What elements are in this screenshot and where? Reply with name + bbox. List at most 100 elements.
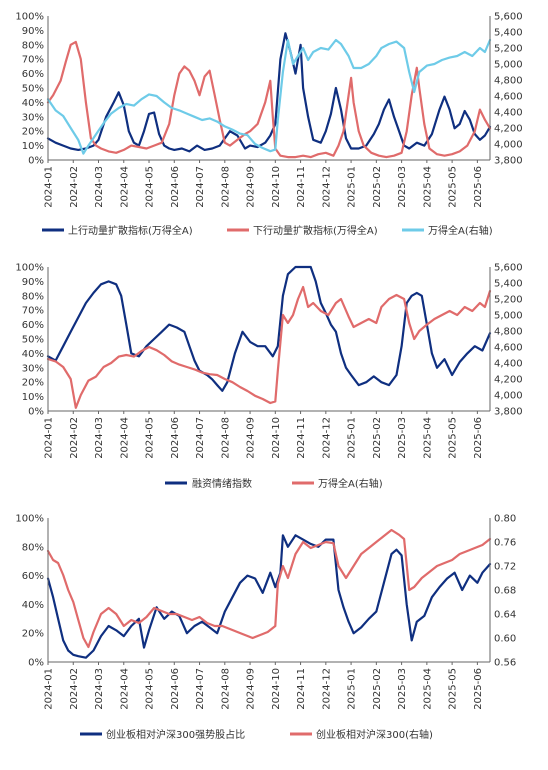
x-tick-label: 2024-06 bbox=[170, 417, 181, 459]
y-right-tick-label: 5,400 bbox=[494, 279, 523, 290]
chart-2-margin-sentiment: 0% 10% 20% 30% 40% 50% 60% 70% 80% 90% 100% 3,800 4,… bbox=[15, 263, 522, 491]
y-left-tick-label: 90% bbox=[22, 26, 44, 37]
x-tick-label: 2024-02 bbox=[69, 166, 80, 208]
x-tick-label: 2024-10 bbox=[271, 166, 282, 208]
y-right-tick-label: 5,000 bbox=[494, 311, 523, 322]
x-tick-label: 2024-04 bbox=[119, 668, 130, 710]
y-right-tick-label: 5,400 bbox=[494, 28, 523, 39]
x-tick-label: 2025-03 bbox=[397, 668, 408, 710]
x-tick-label: 2024-01 bbox=[44, 166, 55, 208]
y-right-tick-label: 0.64 bbox=[494, 610, 516, 621]
y-left-tick-label: 80% bbox=[22, 291, 44, 302]
y-left-tick-label: 40% bbox=[22, 98, 44, 109]
y-left-tick-label: 20% bbox=[22, 378, 44, 389]
chart-1-momentum-diffusion: 0% 10% 20% 30% 40% 50% 60% 70% 80% 90% 100% 3,800 4,… bbox=[15, 12, 522, 238]
y-left-tick-label: 80% bbox=[22, 40, 44, 51]
y-left-tick-label: 10% bbox=[22, 141, 44, 152]
y-right-tick-label: 4,200 bbox=[494, 375, 523, 386]
chart-3-legend: 创业板相对沪深300强势股占比 创业板相对沪深300(右轴) bbox=[80, 728, 433, 741]
x-tick-label: 2024-01 bbox=[44, 417, 55, 459]
x-tick-label: 2025-03 bbox=[397, 417, 408, 459]
x-tick-label: 2024-09 bbox=[246, 668, 257, 710]
y-right-tick-label: 0.68 bbox=[494, 586, 516, 597]
y-left-tick-label: 90% bbox=[22, 277, 44, 288]
y-right-tick-label: 4,200 bbox=[494, 124, 523, 135]
y-left-tick-label: 60% bbox=[22, 320, 44, 331]
x-tick-label: 2024-12 bbox=[321, 166, 332, 208]
x-tick-label: 2024-03 bbox=[94, 166, 105, 208]
legend-label-wind-a-2: 万得全A(右轴) bbox=[318, 477, 383, 490]
y-right-tick-label: 4,000 bbox=[494, 140, 523, 151]
x-tick-label: 2024-05 bbox=[145, 166, 156, 208]
x-tick-label: 2024-05 bbox=[145, 668, 156, 710]
y-left-tick-label: 30% bbox=[22, 112, 44, 123]
x-tick-label: 2025-04 bbox=[422, 166, 433, 208]
x-tick-label: 2025-03 bbox=[397, 166, 408, 208]
y-right-tick-label: 0.76 bbox=[494, 538, 516, 549]
y-right-tick-label: 0.80 bbox=[494, 514, 516, 525]
x-tick-label: 2024-07 bbox=[195, 417, 206, 459]
x-tick-label: 2024-03 bbox=[94, 417, 105, 459]
y-left-tick-label: 60% bbox=[22, 69, 44, 80]
y-left-tick-label: 100% bbox=[15, 12, 44, 23]
x-tick-label: 2024-11 bbox=[296, 668, 307, 710]
y-right-tick-label: 4,400 bbox=[494, 359, 523, 370]
x-tick-label: 2024-11 bbox=[296, 166, 307, 208]
y-right-tick-label: 4,600 bbox=[494, 343, 523, 354]
y-right-tick-label: 5,200 bbox=[494, 44, 523, 55]
x-tick-label: 2024-10 bbox=[271, 417, 282, 459]
x-tick-label: 2025-05 bbox=[448, 417, 459, 459]
legend-label-downward: 下行动量扩散指标(万得全A) bbox=[253, 224, 378, 237]
x-tick-label: 2024-06 bbox=[170, 166, 181, 208]
x-tick-label: 2024-09 bbox=[246, 166, 257, 208]
x-tick-label: 2024-12 bbox=[321, 417, 332, 459]
y-right-tick-label: 0.56 bbox=[494, 658, 516, 669]
legend-label-upward: 上行动量扩散指标(万得全A) bbox=[68, 224, 193, 237]
y-left-tick-label: 60% bbox=[22, 571, 44, 582]
x-tick-label: 2025-01 bbox=[347, 668, 358, 710]
series-line-0-2 bbox=[46, 38, 492, 155]
series-line-2-1 bbox=[46, 528, 492, 649]
y-left-tick-label: 100% bbox=[15, 263, 44, 274]
x-tick-label: 2025-05 bbox=[448, 166, 459, 208]
x-tick-label: 2024-02 bbox=[69, 417, 80, 459]
y-right-tick-label: 5,600 bbox=[494, 263, 523, 274]
y-left-tick-label: 10% bbox=[22, 392, 44, 403]
y-right-tick-label: 5,600 bbox=[494, 12, 523, 23]
y-left-tick-label: 70% bbox=[22, 55, 44, 66]
x-tick-label: 2025-05 bbox=[448, 668, 459, 710]
series-line-0-0 bbox=[46, 32, 492, 153]
x-tick-label: 2024-07 bbox=[195, 166, 206, 208]
x-tick-label: 2025-06 bbox=[473, 668, 484, 710]
x-tick-label: 2024-05 bbox=[145, 417, 156, 459]
x-tick-label: 2025-02 bbox=[372, 668, 383, 710]
y-right-tick-label: 0.72 bbox=[494, 562, 516, 573]
legend-label-margin-index: 融资情绪指数 bbox=[192, 477, 252, 490]
legend-label-strong-share: 创业板相对沪深300强势股占比 bbox=[106, 728, 245, 741]
x-tick-label: 2025-04 bbox=[422, 668, 433, 710]
y-left-tick-label: 30% bbox=[22, 363, 44, 374]
x-tick-label: 2024-12 bbox=[321, 668, 332, 710]
y-left-tick-label: 0% bbox=[28, 658, 44, 669]
legend-label-chinext-ratio: 创业板相对沪深300(右轴) bbox=[316, 728, 433, 741]
x-tick-label: 2025-06 bbox=[473, 417, 484, 459]
y-right-tick-label: 4,000 bbox=[494, 391, 523, 402]
series-line-1-1 bbox=[46, 285, 492, 409]
legend-label-wind-a: 万得全A(右轴) bbox=[428, 224, 493, 237]
x-tick-label: 2025-02 bbox=[372, 166, 383, 208]
x-tick-label: 2025-01 bbox=[347, 417, 358, 459]
x-tick-label: 2024-11 bbox=[296, 417, 307, 459]
x-tick-label: 2024-06 bbox=[170, 668, 181, 710]
x-tick-label: 2024-07 bbox=[195, 668, 206, 710]
y-left-tick-label: 40% bbox=[22, 600, 44, 611]
y-right-tick-label: 3,800 bbox=[494, 407, 523, 418]
x-tick-label: 2024-10 bbox=[271, 668, 282, 710]
y-right-tick-label: 4,600 bbox=[494, 92, 523, 103]
x-tick-label: 2025-06 bbox=[473, 166, 484, 208]
x-tick-label: 2024-09 bbox=[246, 417, 257, 459]
x-tick-label: 2025-04 bbox=[422, 417, 433, 459]
x-tick-label: 2025-01 bbox=[347, 166, 358, 208]
x-tick-label: 2024-08 bbox=[220, 166, 231, 208]
y-right-tick-label: 5,000 bbox=[494, 60, 523, 71]
